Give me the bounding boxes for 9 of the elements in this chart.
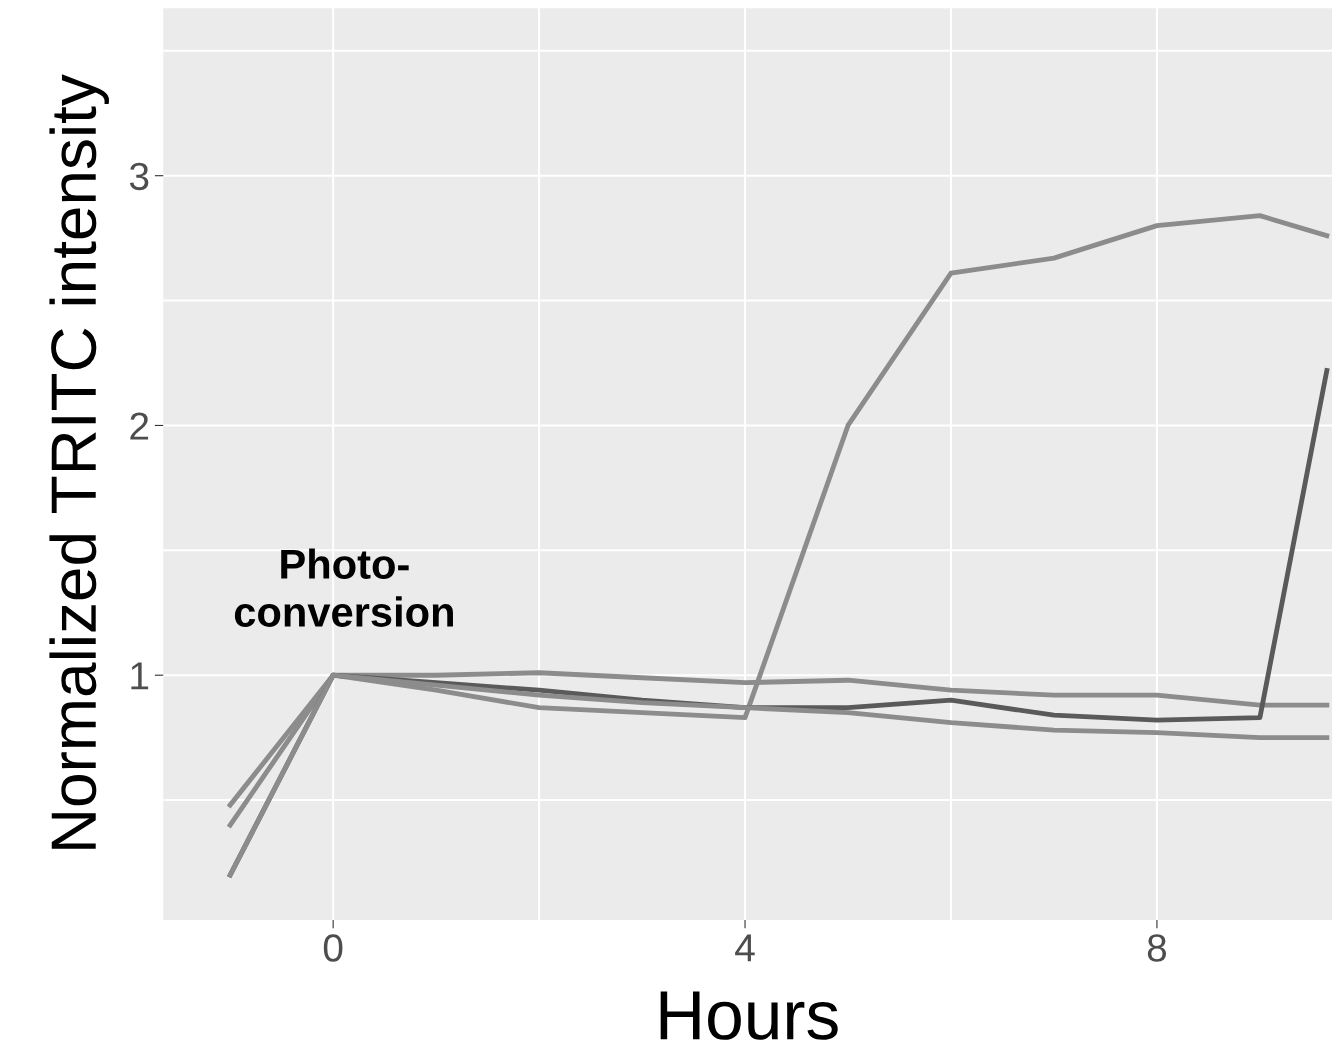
y-tick-label: 1 <box>131 662 149 690</box>
y-axis-title: Normalized TRITC intensity <box>49 74 109 849</box>
x-tick-label: 4 <box>735 934 755 962</box>
annotation: Photo- conversion <box>234 548 453 627</box>
y-tick-label: 3 <box>129 162 149 191</box>
x-tick-label: 8 <box>1147 934 1167 962</box>
x-axis-title: Hours <box>660 991 838 1040</box>
y-tick-label: 2 <box>130 412 149 440</box>
x-tick-label: 0 <box>323 934 343 962</box>
